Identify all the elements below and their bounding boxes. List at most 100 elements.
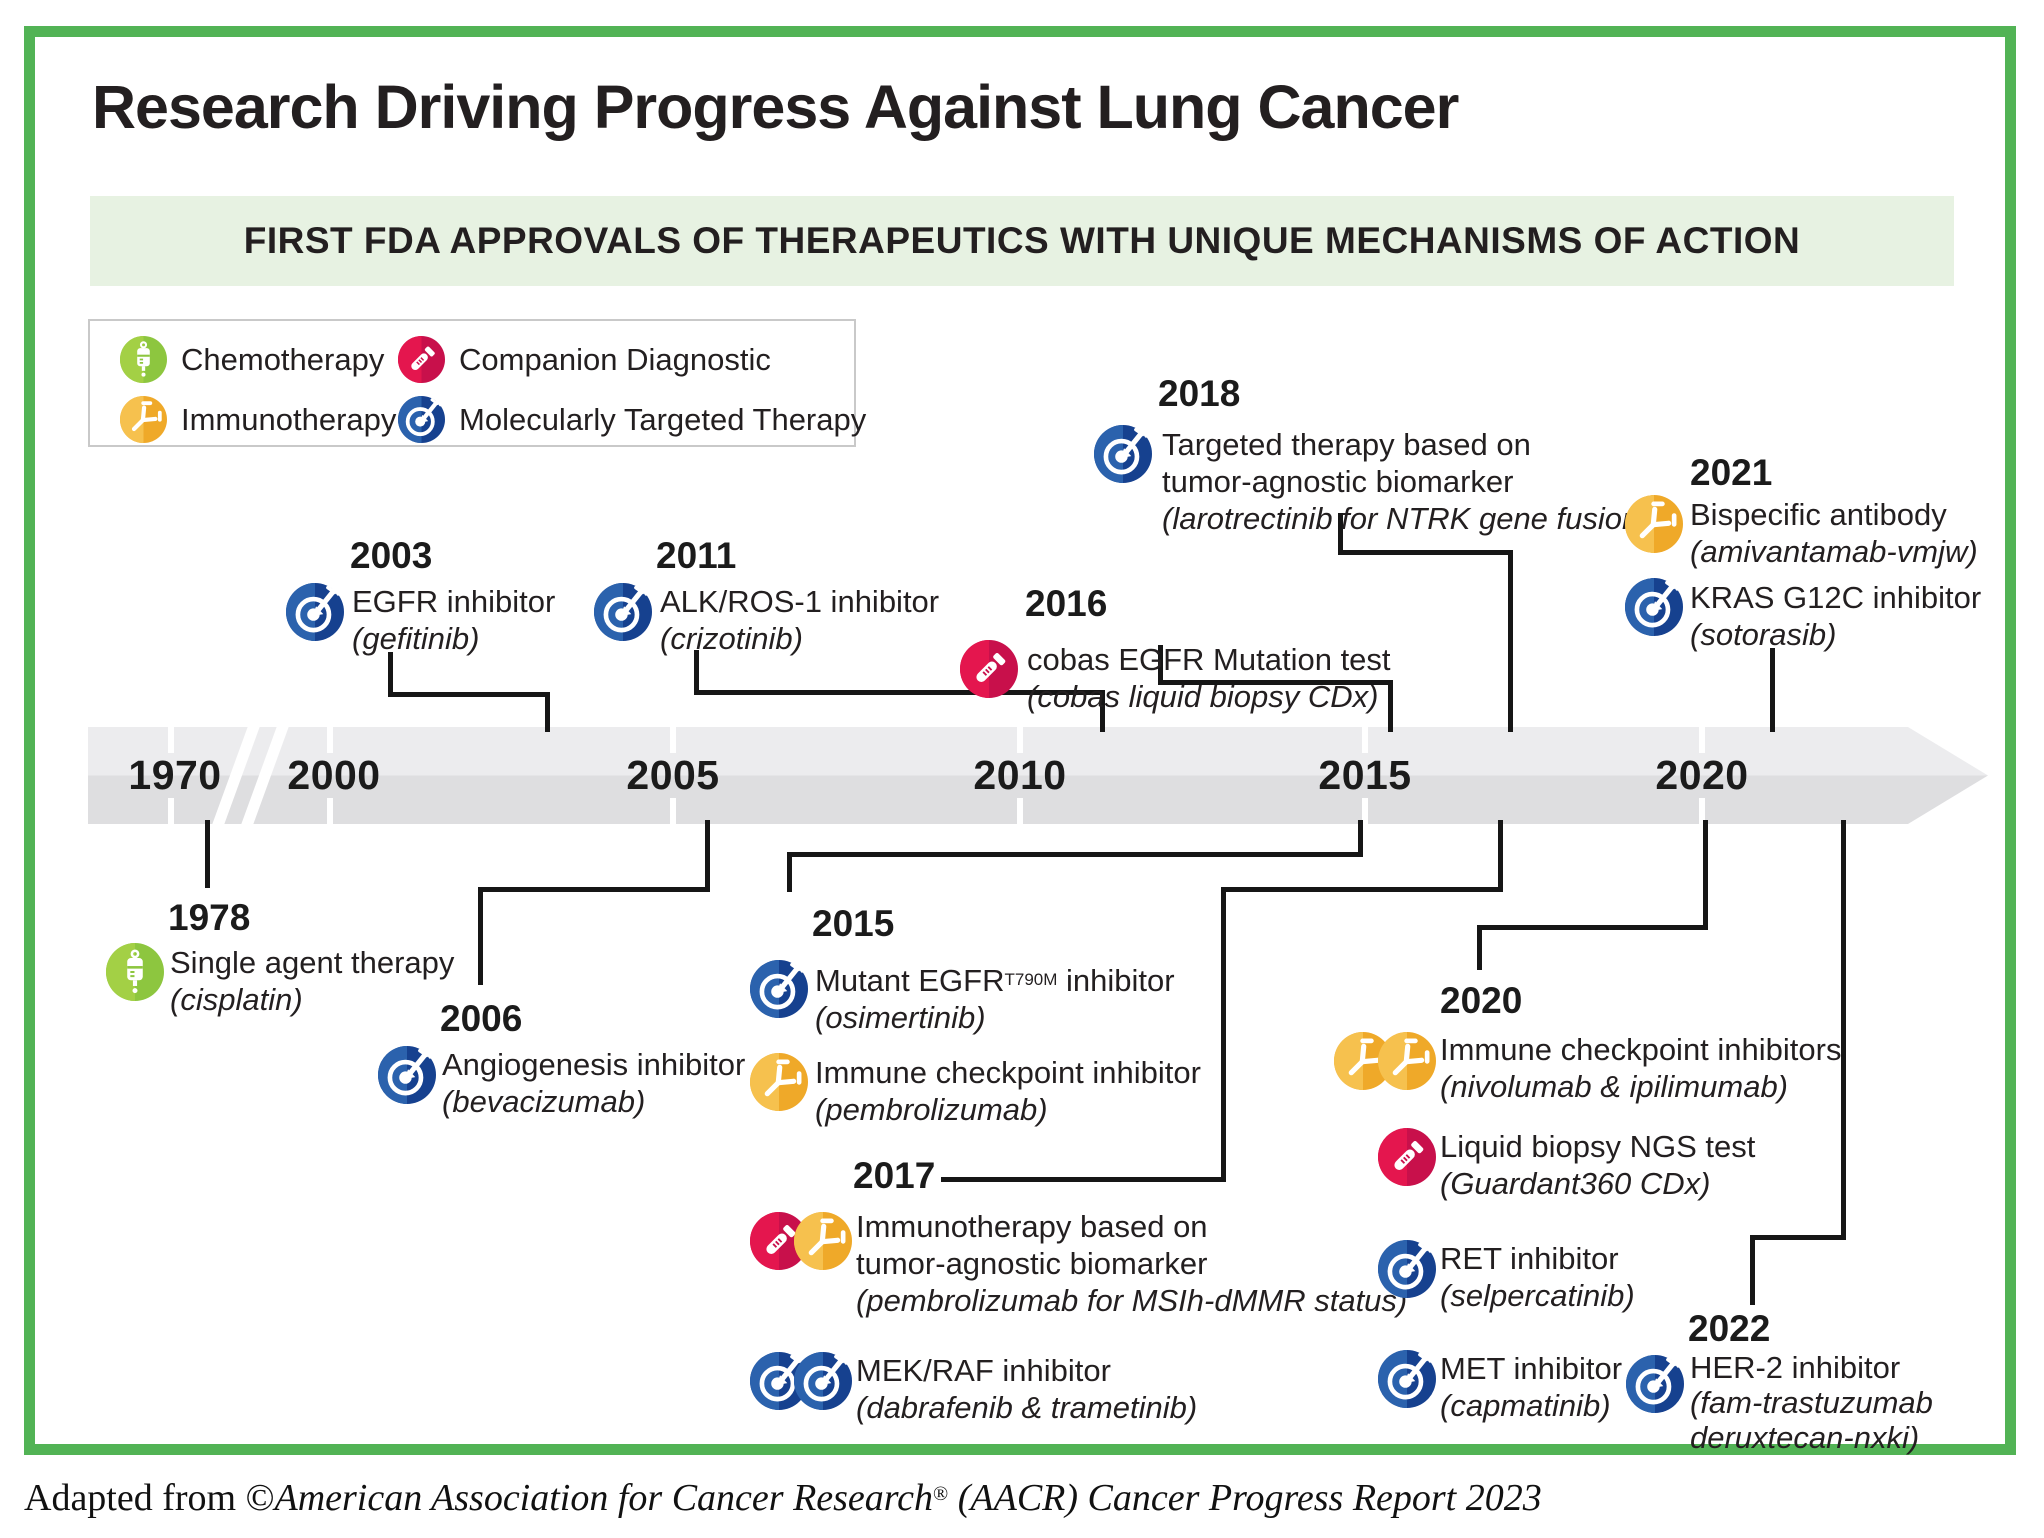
attribution-prefix: Adapted from © — [24, 1477, 275, 1519]
event-label: cobas EGFR Mutation test — [1027, 642, 1391, 677]
immunotherapy-icon — [1378, 1032, 1436, 1090]
molecularly-targeted-therapy-icon — [398, 396, 445, 443]
immunotherapy-icon — [750, 1053, 808, 1111]
event-text: Bispecific antibody (amivantamab-vmjw) — [1690, 496, 1978, 570]
legend-item-molecularly-targeted: Molecularly Targeted Therapy — [398, 396, 866, 443]
registered-mark: ® — [933, 1483, 949, 1505]
event-label: Bispecific antibody — [1690, 497, 1947, 532]
event-label: EGFR inhibitor — [352, 584, 556, 619]
event-text: Targeted therapy based on tumor-agnostic… — [1162, 426, 1665, 537]
event-drug: (dabrafenib & trametinib) — [856, 1390, 1198, 1425]
superscript-t790m: T790M — [1004, 970, 1058, 989]
event-drug: (bevacizumab) — [442, 1084, 646, 1119]
timeline-year-2015: 2015 — [1318, 752, 1412, 798]
molecularly-targeted-therapy-icon — [1626, 1355, 1684, 1413]
event-label: Immune checkpoint inhibitor — [815, 1055, 1201, 1090]
legend-label: Immunotherapy — [181, 401, 397, 437]
event-text: Immune checkpoint inhibitors (nivolumab … — [1440, 1031, 1841, 1105]
event-drug: (pembrolizumab) — [815, 1092, 1048, 1127]
green-border-frame — [24, 26, 2016, 1455]
event-year: 1978 — [168, 897, 251, 938]
tick-2020 — [1699, 727, 1705, 753]
event-year: 2022 — [1688, 1308, 1771, 1349]
timeline-year-2020: 2020 — [1655, 752, 1749, 798]
timeline-band — [88, 727, 1908, 824]
chemotherapy-icon — [106, 943, 164, 1001]
subtitle-text: FIRST FDA APPROVALS OF THERAPEUTICS WITH… — [243, 220, 1801, 261]
event-drug: (Guardant360 CDx) — [1440, 1166, 1711, 1201]
event-text: EGFR inhibitor (gefitinib) — [352, 583, 555, 657]
event-label: tumor-agnostic biomarker — [856, 1246, 1208, 1281]
timeline-year-2010: 2010 — [973, 752, 1067, 798]
event-drug: (selpercatinib) — [1440, 1278, 1635, 1313]
event-label: Liquid biopsy NGS test — [1440, 1129, 1756, 1164]
immunotherapy-icon — [794, 1212, 852, 1270]
molecularly-targeted-therapy-icon — [378, 1046, 436, 1104]
tick-1970 — [168, 727, 174, 753]
event-drug: deruxtecan-nxki) — [1690, 1420, 1920, 1455]
event-text: Angiogenesis inhibitor (bevacizumab) — [442, 1046, 745, 1120]
event-drug: (larotrectinib for NTRK gene fusions) — [1162, 501, 1666, 536]
event-label: MET inhibitor — [1440, 1351, 1623, 1386]
attribution-text: Adapted from ©American Association for C… — [24, 1476, 1542, 1520]
event-label: Immunotherapy based on — [856, 1209, 1208, 1244]
tick-1970 — [168, 798, 174, 824]
event-text: KRAS G12C inhibitor (sotorasib) — [1690, 579, 1981, 653]
attribution-source: American Association for Cancer Research — [274, 1477, 934, 1519]
companion-diagnostic-icon — [960, 640, 1018, 698]
molecularly-targeted-therapy-icon — [1378, 1350, 1436, 1408]
molecularly-targeted-therapy-icon — [1625, 578, 1683, 636]
tick-2010 — [1017, 727, 1023, 753]
subtitle-band: FIRST FDA APPROVALS OF THERAPEUTICS WITH… — [90, 196, 1954, 286]
immunotherapy-icon — [120, 396, 167, 443]
event-drug: (gefitinib) — [352, 621, 480, 656]
event-drug: (nivolumab & ipilimumab) — [1440, 1069, 1789, 1104]
event-drug: (amivantamab-vmjw) — [1690, 534, 1978, 569]
event-year: 2017 — [853, 1155, 936, 1196]
event-drug: (cobas liquid biopsy CDx) — [1027, 679, 1379, 714]
timeline-year-1970: 1970 — [128, 752, 222, 798]
event-label: Targeted therapy based on — [1162, 427, 1531, 462]
event-label: Angiogenesis inhibitor — [442, 1047, 746, 1082]
legend-item-chemotherapy: Chemotherapy — [120, 336, 384, 383]
event-drug: (osimertinib) — [815, 1000, 986, 1035]
event-label: ALK/ROS-1 inhibitor — [660, 584, 940, 619]
companion-diagnostic-icon — [398, 336, 445, 383]
tick-2005 — [670, 727, 676, 753]
event-text: Single agent therapy (cisplatin) — [170, 944, 454, 1018]
molecularly-targeted-therapy-icon — [286, 583, 344, 641]
legend-item-immunotherapy: Immunotherapy — [120, 396, 396, 443]
legend-label: Molecularly Targeted Therapy — [459, 401, 867, 437]
legend-item-companion-diagnostic: Companion Diagnostic — [398, 336, 771, 383]
event-label: Mutant EGFRT790M inhibitor — [815, 963, 1175, 998]
molecularly-targeted-therapy-icon — [794, 1352, 852, 1410]
event-text: MEK/RAF inhibitor (dabrafenib & trametin… — [856, 1352, 1197, 1426]
event-year: 2016 — [1025, 583, 1108, 624]
tick-2015 — [1362, 727, 1368, 753]
event-year: 2006 — [440, 998, 523, 1039]
event-text: HER-2 inhibitor (fam-trastuzumab deruxte… — [1690, 1350, 1933, 1455]
molecularly-targeted-therapy-icon — [594, 583, 652, 641]
event-year: 2015 — [812, 903, 895, 944]
immunotherapy-icon — [1625, 495, 1683, 553]
event-drug: (crizotinib) — [660, 621, 803, 656]
event-text: Liquid biopsy NGS test (Guardant360 CDx) — [1440, 1128, 1755, 1202]
event-year: 2018 — [1158, 373, 1241, 414]
event-text: MET inhibitor (capmatinib) — [1440, 1350, 1622, 1424]
event-year: 2021 — [1690, 452, 1773, 493]
event-label: MEK/RAF inhibitor — [856, 1353, 1111, 1388]
event-year: 2003 — [350, 535, 433, 576]
timeline-year-2005: 2005 — [626, 752, 720, 798]
event-drug: (cisplatin) — [170, 982, 303, 1017]
attribution-report: (AACR) Cancer Progress Report 2023 — [948, 1477, 1542, 1519]
tick-2005 — [670, 798, 676, 824]
event-label: HER-2 inhibitor — [1690, 1350, 1901, 1385]
chemotherapy-icon — [120, 336, 167, 383]
event-text: Immune checkpoint inhibitor (pembrolizum… — [815, 1054, 1201, 1128]
tick-2015 — [1362, 798, 1368, 824]
event-drug: (fam-trastuzumab — [1690, 1385, 1933, 1420]
event-label: KRAS G12C inhibitor — [1690, 580, 1982, 615]
event-text: cobas EGFR Mutation test (cobas liquid b… — [1027, 641, 1391, 715]
tick-2000 — [327, 727, 333, 753]
